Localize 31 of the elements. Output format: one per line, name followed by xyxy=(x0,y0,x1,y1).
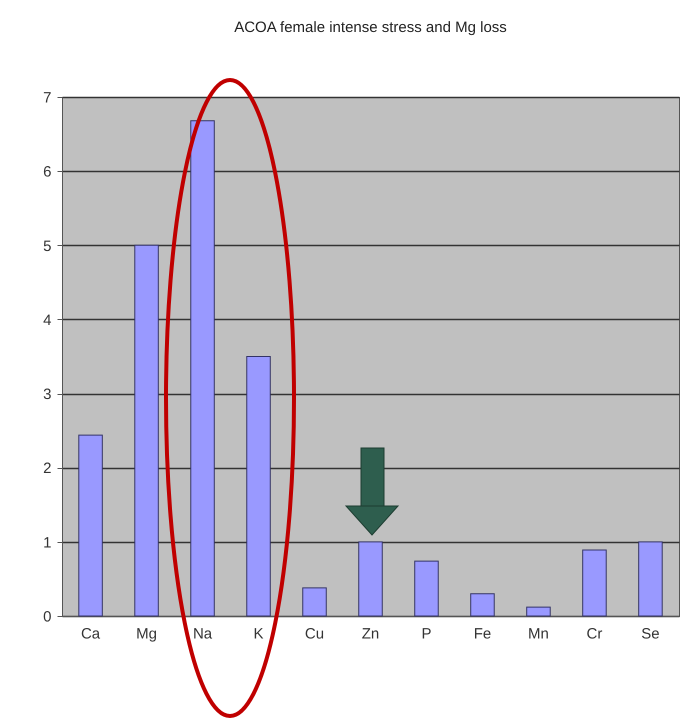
bar xyxy=(470,593,495,616)
x-tick-label: K xyxy=(254,626,264,642)
bar xyxy=(526,606,551,616)
y-tick-label: 6 xyxy=(43,164,52,181)
x-tick-label: P xyxy=(421,626,432,642)
y-tick-label: 0 xyxy=(43,608,52,626)
bar xyxy=(134,244,159,616)
x-tick-label: Mn xyxy=(528,626,549,642)
bar xyxy=(638,541,663,616)
bar xyxy=(190,120,215,616)
bar xyxy=(582,550,607,616)
x-tick-label: Cu xyxy=(304,626,324,642)
y-tick-label: 4 xyxy=(43,312,52,329)
x-tick-label: Mg xyxy=(136,626,157,642)
y-tick-label: 7 xyxy=(43,90,52,106)
x-tick-label: Zn xyxy=(362,626,380,642)
y-tick-label: 1 xyxy=(43,534,52,552)
x-tick-label: Na xyxy=(192,626,213,642)
x-tick-label: Ca xyxy=(80,626,101,642)
y-tick-label: 5 xyxy=(43,238,52,255)
x-tick-label: Fe xyxy=(474,626,492,642)
bar xyxy=(302,587,327,616)
x-tick-label: Cr xyxy=(586,626,602,642)
x-tick-label: Se xyxy=(641,626,660,642)
y-tick-label: 3 xyxy=(43,386,52,404)
bar xyxy=(78,434,103,616)
bar xyxy=(246,356,271,616)
y-tick-label: 2 xyxy=(43,460,52,478)
bar xyxy=(358,541,383,616)
bar xyxy=(414,560,439,616)
chart-title: ACOA female intense stress and Mg loss xyxy=(234,19,507,36)
